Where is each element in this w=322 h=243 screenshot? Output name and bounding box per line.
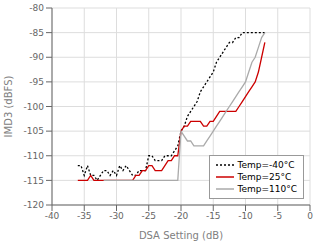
- html-text:Temp=-40°C: Temp=-40°C: [237, 160, 295, 170]
- svg-text:-40: -40: [45, 211, 60, 221]
- svg-text:-110: -110: [24, 151, 45, 161]
- svg-text:-15: -15: [206, 211, 221, 221]
- svg-text:-115: -115: [24, 176, 44, 186]
- svg-text:-30: -30: [109, 211, 124, 221]
- html-text:Temp=25°C: Temp=25°C: [237, 172, 292, 182]
- svg-text:-120: -120: [24, 200, 45, 210]
- svg-text:-105: -105: [24, 126, 44, 136]
- svg-text:-25: -25: [141, 211, 156, 221]
- svg-text:DSA Setting (dB): DSA Setting (dB): [139, 230, 223, 241]
- svg-text:-85: -85: [29, 28, 44, 38]
- svg-text:-95: -95: [29, 77, 44, 87]
- svg-text:-20: -20: [174, 211, 189, 221]
- svg-text:-10: -10: [238, 211, 253, 221]
- svg-text:0: 0: [307, 211, 313, 221]
- html-text:Temp=110°C: Temp=110°C: [237, 184, 297, 194]
- svg-text:-35: -35: [77, 211, 92, 221]
- svg-text:-100: -100: [24, 102, 45, 112]
- svg-text:-5: -5: [273, 211, 282, 221]
- svg-text:-80: -80: [29, 3, 44, 13]
- svg-text:IMD3 (dBFS): IMD3 (dBFS): [3, 76, 14, 138]
- svg-text:-90: -90: [29, 52, 44, 62]
